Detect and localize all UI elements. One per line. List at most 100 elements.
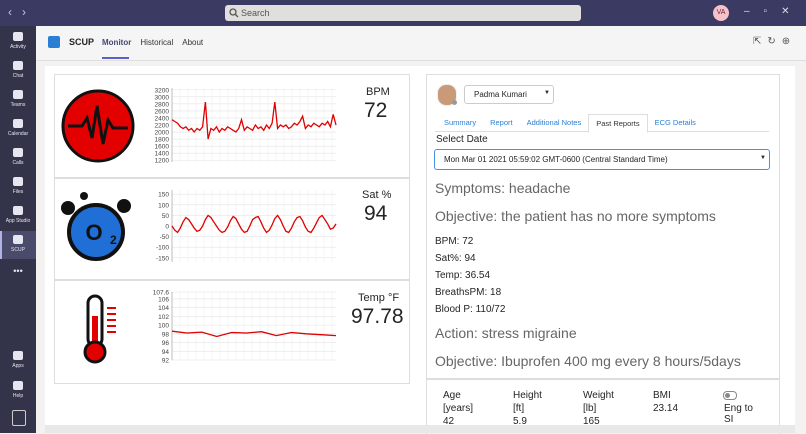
select-label: Select Date (436, 134, 488, 145)
scrollbar (45, 425, 795, 433)
patient-tab[interactable]: ECG Details (654, 118, 696, 127)
metric-label: Height (513, 390, 542, 401)
rail-label[interactable]: Activity (10, 44, 26, 50)
y-tick-label: 106 (158, 296, 169, 303)
rail-icon[interactable] (13, 119, 23, 128)
y-tick-label: 1800 (155, 137, 170, 144)
monitor-label: BPM (366, 86, 390, 98)
thermometer-icon (83, 294, 116, 364)
rail-icon[interactable] (13, 177, 23, 186)
metric-unit: [ft] (513, 403, 525, 414)
heart-rate-icon (61, 89, 135, 163)
y-tick-label: 104 (158, 305, 169, 312)
unit-toggle[interactable] (723, 391, 737, 400)
monitor-value: 94 (364, 202, 388, 225)
rail-label[interactable]: Apps (12, 363, 24, 369)
patient-tab[interactable]: Past Reports (588, 114, 648, 133)
dropdown-caret: ▼ (544, 90, 550, 96)
y-tick-label: -150 (156, 255, 169, 262)
dropdown-caret: ▼ (760, 155, 766, 161)
nav-arrows[interactable]: ‹ › (8, 5, 26, 19)
action: Action: stress migraine (435, 325, 577, 341)
rail-icon[interactable] (13, 90, 23, 99)
window-controls[interactable]: –▫✕ (744, 6, 804, 17)
header-icons[interactable]: ⇱↻⊕ (753, 36, 797, 47)
rail-more[interactable]: ••• (13, 266, 23, 276)
svg-text:O: O (85, 220, 102, 245)
y-tick-label: -50 (160, 234, 170, 241)
y-tick-label: 3200 (155, 87, 170, 94)
patient-dropdown[interactable] (464, 85, 554, 104)
active-tab-underline (102, 57, 129, 59)
app-rail: Activity Chat Teams Calendar Calls Files App S… (0, 26, 36, 433)
rail-label[interactable]: Help (12, 393, 24, 399)
y-tick-label: 1200 (155, 158, 170, 165)
y-tick-label: 100 (158, 202, 169, 209)
monitor-label: Sat % (362, 189, 392, 201)
y-tick-label: 100 (158, 323, 169, 330)
patient-tab[interactable]: Summary (444, 118, 477, 127)
y-tick-label: 107.6 (153, 290, 170, 297)
vital-line: BPM: 72 (435, 236, 474, 247)
svg-text:2: 2 (110, 233, 117, 247)
rail-label[interactable]: SCUP (11, 247, 25, 253)
y-tick-label: 102 (158, 314, 169, 321)
rail-label[interactable]: Chat (12, 73, 24, 79)
patient-tab[interactable]: Report (490, 118, 513, 127)
app-tab[interactable]: About (182, 38, 204, 47)
patient-tab[interactable]: Additional Notes (526, 118, 582, 127)
app-tab[interactable]: Historical (140, 38, 174, 47)
rail-icon[interactable] (13, 61, 23, 70)
rail-icon[interactable] (13, 235, 23, 244)
metrics-card (426, 378, 780, 434)
objective: Objective: the patient has no more sympt… (435, 208, 716, 224)
metric-value: 23.14 (653, 403, 679, 414)
rail-label[interactable]: Teams (10, 102, 26, 108)
rail-icon[interactable] (13, 381, 23, 390)
app-header (36, 26, 806, 61)
metric-value: 5.9 (513, 416, 527, 427)
search-placeholder: Search (241, 8, 270, 18)
rail-label[interactable]: App Studio (5, 218, 31, 224)
rail-icon[interactable] (13, 32, 23, 41)
status-dot (452, 100, 457, 105)
y-tick-label: 0 (165, 224, 169, 231)
rail-label[interactable]: Calendar (7, 131, 29, 137)
date-select[interactable] (434, 149, 770, 170)
vital-line: Temp: 36.54 (435, 270, 491, 281)
y-tick-label: 98 (162, 331, 170, 338)
monitor-value: 97.78 (351, 305, 404, 328)
avatar[interactable]: VA (713, 5, 729, 21)
app-title: SCUP (69, 37, 95, 47)
y-tick-label: 2200 (155, 123, 170, 130)
y-tick-label: 3000 (155, 94, 170, 101)
y-tick-label: 2600 (155, 108, 170, 115)
rail-icon[interactable] (13, 148, 23, 157)
rail-icon[interactable] (13, 351, 23, 360)
y-tick-label: -100 (156, 245, 169, 252)
toggle-knob (725, 393, 730, 398)
y-tick-label: 1600 (155, 144, 170, 151)
y-tick-label: 150 (158, 192, 169, 199)
metric-label: Weight (583, 390, 614, 401)
data-line (171, 214, 337, 234)
rail-label[interactable]: Files (12, 189, 24, 195)
plan: Objective: Ibuprofen 400 mg every 8 hour… (435, 353, 741, 369)
content-panel (45, 66, 795, 433)
search-box[interactable] (225, 5, 581, 21)
metric-unit: [lb] (583, 403, 597, 414)
sat-chart: 150 100 50 0 -50 -100 -150 (156, 190, 337, 262)
app-tab[interactable]: Monitor (102, 38, 132, 47)
data-line (171, 330, 337, 338)
device-icon[interactable] (12, 410, 26, 426)
patient-name: Padma Kumari (474, 90, 527, 99)
search-icon (229, 8, 239, 18)
monitor-label: Temp °F (358, 292, 400, 304)
rail-icon[interactable] (13, 206, 23, 215)
y-tick-label: 94 (162, 349, 170, 356)
rail-label[interactable]: Calls (12, 160, 24, 166)
data-line (171, 102, 337, 140)
toggle-label: Eng to SI (724, 403, 753, 425)
